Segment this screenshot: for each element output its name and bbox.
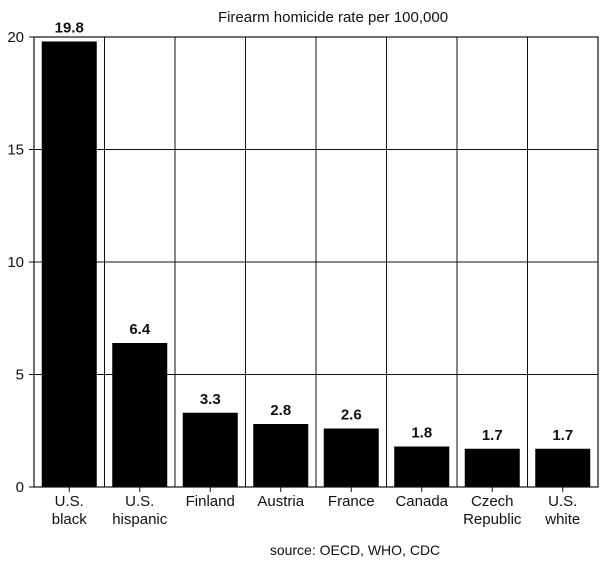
data-label: 2.8: [270, 402, 291, 419]
y-tick-label: 10: [7, 254, 24, 271]
chart-title: Firearm homicide rate per 100,000: [218, 9, 448, 26]
x-tick-label: U.S.: [125, 493, 154, 510]
data-label: 1.7: [482, 427, 503, 444]
data-labels: 19.8 6.4 3.3 2.8 2.6 1.8 1.7 1.7: [55, 20, 574, 444]
bar: [253, 424, 309, 487]
y-tick-label: 5: [16, 367, 24, 384]
data-label: 19.8: [55, 20, 84, 37]
x-tick-label: Canada: [395, 493, 448, 510]
x-tick-label: black: [52, 511, 88, 528]
x-tick-label: U.S.: [55, 493, 84, 510]
data-label: 1.7: [552, 427, 573, 444]
data-label: 1.8: [411, 425, 432, 442]
x-tick-label: white: [544, 511, 580, 528]
x-tick-label: Austria: [257, 493, 304, 510]
bar: [182, 412, 238, 487]
bar: [112, 343, 168, 487]
data-label: 2.6: [341, 407, 362, 424]
y-tick-label: 0: [16, 479, 24, 496]
bar: [41, 41, 97, 487]
y-tick-label: 20: [7, 29, 24, 46]
bar: [535, 448, 591, 487]
data-label: 3.3: [200, 391, 221, 408]
x-tick-label: Republic: [463, 511, 522, 528]
y-axis: 0 5 10 15 20: [7, 29, 34, 496]
bar: [464, 448, 520, 487]
y-tick-label: 15: [7, 142, 24, 159]
x-tick-label: U.S.: [548, 493, 577, 510]
bar: [394, 446, 450, 487]
data-label: 6.4: [129, 321, 151, 338]
x-tick-label: Czech: [471, 493, 514, 510]
bar: [323, 428, 379, 487]
source-note: source: OECD, WHO, CDC: [270, 542, 440, 558]
plot-frame: [33, 36, 599, 488]
x-tick-label: France: [328, 493, 375, 510]
x-tick-label: Finland: [186, 493, 235, 510]
bars: [41, 41, 591, 487]
x-tick-label: hispanic: [112, 511, 168, 528]
